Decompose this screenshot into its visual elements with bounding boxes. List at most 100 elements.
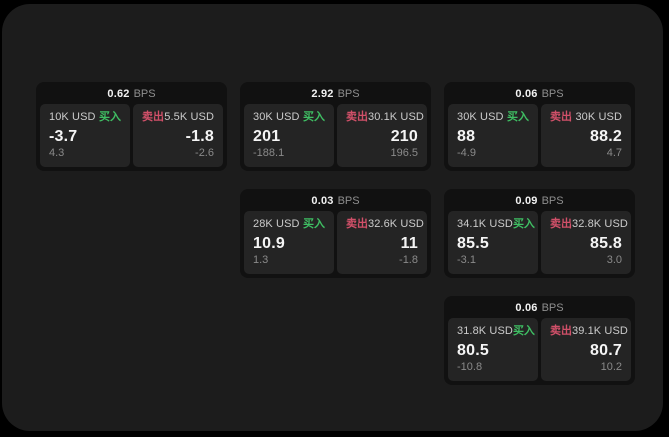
bps-value: 0.06 <box>515 88 538 100</box>
buy-change: -4.9 <box>457 147 476 159</box>
bps-unit-label: BPS <box>541 302 564 314</box>
card-header: 0.09 BPS <box>444 189 635 211</box>
buy-tag[interactable]: 买入 <box>512 218 535 230</box>
buy-panel[interactable]: 10K USD 买入 -3.7 4.3 <box>40 104 130 167</box>
quote-card[interactable]: 0.09 BPS 34.1K USD 买入 85.5 -3.1 卖出 32.8K… <box>444 189 635 278</box>
sell-tag[interactable]: 卖出 <box>550 325 572 337</box>
sell-panel-header: 卖出 30.1K USD <box>346 110 424 124</box>
buy-amount: 28K USD <box>253 218 300 230</box>
bps-unit-label: BPS <box>541 195 564 207</box>
buy-amount: 31.8K USD <box>457 325 513 337</box>
cards-grid: 0.62 BPS 10K USD 买入 -3.7 4.3 卖出 5.5K USD… <box>2 4 663 385</box>
sell-change: 3.0 <box>606 254 622 266</box>
sell-amount: 39.1K USD <box>572 325 628 337</box>
card-header: 0.03 BPS <box>240 189 431 211</box>
buy-panel[interactable]: 28K USD 买入 10.9 1.3 <box>244 211 334 274</box>
sell-amount: 30K USD <box>575 111 622 123</box>
sell-tag[interactable]: 卖出 <box>550 111 572 123</box>
buy-panel-header: 30K USD 买入 <box>457 110 529 124</box>
card-body: 31.8K USD 买入 80.5 -10.8 卖出 39.1K USD 80.… <box>444 318 635 385</box>
buy-amount: 34.1K USD <box>457 218 513 230</box>
card-header: 0.06 BPS <box>444 296 635 318</box>
sell-panel-header: 卖出 39.1K USD <box>550 324 628 338</box>
buy-change: 1.3 <box>253 254 269 266</box>
sell-price: 11 <box>400 235 418 252</box>
sell-panel[interactable]: 卖出 32.8K USD 85.8 3.0 <box>541 211 631 274</box>
sell-amount: 32.6K USD <box>368 218 424 230</box>
buy-panel[interactable]: 31.8K USD 买入 80.5 -10.8 <box>448 318 538 381</box>
buy-panel-header: 28K USD 买入 <box>253 217 325 231</box>
quote-card[interactable]: 0.06 BPS 30K USD 买入 88 -4.9 卖出 30K USD 8… <box>444 82 635 171</box>
sell-panel-header: 卖出 32.6K USD <box>346 217 424 231</box>
sell-price: 210 <box>390 128 418 145</box>
buy-panel[interactable]: 34.1K USD 买入 85.5 -3.1 <box>448 211 538 274</box>
sell-change: 196.5 <box>390 147 418 159</box>
card-body: 30K USD 买入 201 -188.1 卖出 30.1K USD 210 1… <box>240 104 431 171</box>
sell-panel[interactable]: 卖出 5.5K USD -1.8 -2.6 <box>133 104 223 167</box>
bps-value: 2.92 <box>311 88 334 100</box>
sell-amount: 5.5K USD <box>164 111 214 123</box>
card-body: 10K USD 买入 -3.7 4.3 卖出 5.5K USD -1.8 -2.… <box>36 104 227 171</box>
buy-price: 85.5 <box>457 235 489 252</box>
sell-price: 85.8 <box>590 235 622 252</box>
sell-panel-header: 卖出 30K USD <box>550 110 622 124</box>
sell-tag[interactable]: 卖出 <box>346 111 368 123</box>
buy-tag[interactable]: 买入 <box>99 111 121 123</box>
buy-price: 80.5 <box>457 342 489 359</box>
buy-price: 201 <box>253 128 281 145</box>
buy-panel-header: 31.8K USD 买入 <box>457 324 535 338</box>
card-header: 0.62 BPS <box>36 82 227 104</box>
buy-tag[interactable]: 买入 <box>303 111 325 123</box>
quote-card[interactable]: 0.03 BPS 28K USD 买入 10.9 1.3 卖出 32.6K US… <box>240 189 431 278</box>
buy-tag[interactable]: 买入 <box>507 111 529 123</box>
bps-value: 0.62 <box>107 88 130 100</box>
buy-price: 10.9 <box>253 235 285 252</box>
sell-price: 80.7 <box>590 342 622 359</box>
sell-panel[interactable]: 卖出 30.1K USD 210 196.5 <box>337 104 427 167</box>
sell-panel[interactable]: 卖出 39.1K USD 80.7 10.2 <box>541 318 631 381</box>
sell-amount: 32.8K USD <box>572 218 628 230</box>
sell-panel-header: 卖出 32.8K USD <box>550 217 628 231</box>
buy-panel[interactable]: 30K USD 买入 201 -188.1 <box>244 104 334 167</box>
buy-change: 4.3 <box>49 147 65 159</box>
buy-price: -3.7 <box>49 128 78 145</box>
bps-unit-label: BPS <box>541 88 564 100</box>
bps-unit-label: BPS <box>133 88 156 100</box>
card-header: 0.06 BPS <box>444 82 635 104</box>
bps-value: 0.06 <box>515 302 538 314</box>
card-header: 2.92 BPS <box>240 82 431 104</box>
card-body: 34.1K USD 买入 85.5 -3.1 卖出 32.8K USD 85.8… <box>444 211 635 278</box>
sell-tag[interactable]: 卖出 <box>142 111 164 123</box>
sell-price: -1.8 <box>185 128 214 145</box>
quote-card[interactable]: 2.92 BPS 30K USD 买入 201 -188.1 卖出 30.1K … <box>240 82 431 171</box>
sell-change: 4.7 <box>606 147 622 159</box>
sell-tag[interactable]: 卖出 <box>346 218 368 230</box>
buy-amount: 30K USD <box>253 111 300 123</box>
card-body: 30K USD 买入 88 -4.9 卖出 30K USD 88.2 4.7 <box>444 104 635 171</box>
bps-unit-label: BPS <box>337 88 360 100</box>
bps-unit-label: BPS <box>337 195 360 207</box>
buy-panel-header: 10K USD 买入 <box>49 110 121 124</box>
sell-change: -1.8 <box>399 254 418 266</box>
buy-tag[interactable]: 买入 <box>512 325 535 337</box>
sell-panel[interactable]: 卖出 32.6K USD 11 -1.8 <box>337 211 427 274</box>
buy-amount: 30K USD <box>457 111 504 123</box>
sell-tag[interactable]: 卖出 <box>550 218 572 230</box>
sell-change: -2.6 <box>195 147 214 159</box>
buy-tag[interactable]: 买入 <box>303 218 325 230</box>
buy-price: 88 <box>457 128 476 145</box>
buy-panel-header: 30K USD 买入 <box>253 110 325 124</box>
buy-change: -188.1 <box>253 147 285 159</box>
buy-change: -3.1 <box>457 254 476 266</box>
quote-card[interactable]: 0.62 BPS 10K USD 买入 -3.7 4.3 卖出 5.5K USD… <box>36 82 227 171</box>
sell-change: 10.2 <box>600 361 622 373</box>
bps-value: 0.03 <box>311 195 334 207</box>
sell-amount: 30.1K USD <box>368 111 424 123</box>
main-panel: 0.62 BPS 10K USD 买入 -3.7 4.3 卖出 5.5K USD… <box>2 4 663 431</box>
quote-card[interactable]: 0.06 BPS 31.8K USD 买入 80.5 -10.8 卖出 39.1… <box>444 296 635 385</box>
card-body: 28K USD 买入 10.9 1.3 卖出 32.6K USD 11 -1.8 <box>240 211 431 278</box>
sell-panel[interactable]: 卖出 30K USD 88.2 4.7 <box>541 104 631 167</box>
buy-panel[interactable]: 30K USD 买入 88 -4.9 <box>448 104 538 167</box>
buy-panel-header: 34.1K USD 买入 <box>457 217 535 231</box>
